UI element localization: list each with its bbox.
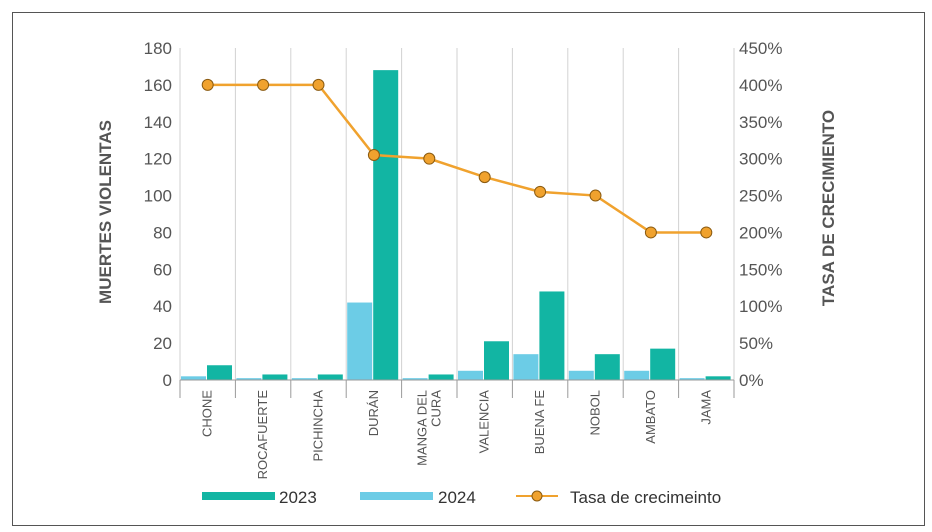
growth-point-jama (700, 226, 713, 239)
left-tick-label: 0 (163, 371, 172, 390)
bar-2024-manga-del-cura (402, 378, 428, 380)
growth-point-rocafuerte (257, 78, 270, 91)
bar-2024-pichincha (291, 378, 317, 380)
category-label-manga-del-cura: MANGA DEL (414, 390, 429, 466)
axes (179, 379, 735, 398)
bar-2023-dur-n (373, 70, 399, 380)
bar-2023-chone (207, 365, 232, 380)
series-growth-line (201, 78, 713, 239)
legend-marker-growth (531, 490, 543, 502)
category-label-valencia: VALENCIA (477, 390, 492, 454)
category-label-pichincha: PICHINCHA (311, 390, 326, 462)
left-tick-label: 100 (144, 187, 172, 206)
right-tick-label: 300% (739, 150, 782, 169)
bar-2024-nobol (568, 370, 594, 380)
right-axis-title: TASA DE CRECIMIENTO (819, 110, 838, 306)
bar-2024-dur-n (347, 302, 373, 380)
growth-line (207, 83, 707, 234)
bar-2023-nobol (594, 354, 620, 380)
bar-2024-valencia (458, 370, 483, 380)
category-label-rocafuerte: ROCAFUERTE (255, 390, 270, 480)
bar-2023-rocafuerte (262, 374, 288, 380)
growth-point-ambato (644, 226, 657, 239)
category-labels: CHONE ROCAFUERTE PICHINCHA DURÁN MANGA DEL CU… (200, 390, 714, 480)
series-2024-bars (181, 302, 705, 380)
right-tick-label: 50% (739, 334, 773, 353)
right-tick-label: 150% (739, 260, 782, 279)
legend-swatch-2023 (202, 492, 275, 500)
bar-2024-jama (679, 378, 705, 380)
bar-2023-valencia (484, 341, 509, 380)
growth-point-chone (201, 78, 214, 91)
category-label-nobol: NOBOL (588, 390, 603, 436)
growth-point-valencia (478, 171, 491, 184)
growth-point-buena-fe (534, 185, 547, 198)
left-axis-ticks: 0 20 40 60 80 100 120 140 160 180 (144, 39, 172, 390)
right-tick-label: 350% (739, 113, 782, 132)
right-tick-label: 200% (739, 223, 782, 242)
legend: 2023 2024 Tasa de crecimeinto (202, 488, 721, 507)
grid-lines (179, 48, 735, 380)
right-tick-label: 450% (739, 39, 782, 58)
left-tick-label: 60 (153, 260, 172, 279)
bar-2023-ambato (650, 348, 676, 380)
category-label-manga-del-cura: CURA (428, 390, 443, 427)
legend-swatch-2024 (360, 492, 433, 500)
bar-2024-buena-fe (513, 354, 539, 380)
left-tick-label: 140 (144, 113, 172, 132)
bar-2023-buena-fe (539, 291, 565, 380)
right-tick-label: 100% (739, 297, 782, 316)
right-tick-label: 0% (739, 371, 764, 390)
left-tick-label: 180 (144, 39, 172, 58)
right-tick-label: 250% (739, 187, 782, 206)
legend-label-growth: Tasa de crecimeinto (570, 488, 721, 507)
growth-point-pichincha (312, 78, 325, 91)
left-tick-label: 160 (144, 76, 172, 95)
category-label-ambato: AMBATO (643, 390, 658, 444)
category-label-jama: JAMA (698, 390, 713, 425)
bar-2024-ambato (624, 370, 650, 380)
legend-label-2024: 2024 (438, 488, 476, 507)
category-label-buena-fe: BUENA FE (532, 390, 547, 455)
category-label-dur-n: DURÁN (366, 390, 381, 436)
bar-2023-pichincha (317, 374, 343, 380)
bar-2024-rocafuerte (236, 378, 262, 380)
left-tick-label: 120 (144, 150, 172, 169)
bar-2023-manga-del-cura (428, 374, 454, 380)
growth-point-manga-del-cura (423, 152, 436, 165)
growth-point-nobol (589, 189, 602, 202)
category-label-chone: CHONE (200, 390, 215, 437)
bar-2024-chone (181, 376, 206, 380)
legend-label-2023: 2023 (279, 488, 317, 507)
left-tick-label: 20 (153, 334, 172, 353)
right-tick-label: 400% (739, 76, 782, 95)
series-2023-bars (207, 70, 731, 380)
growth-point-dur-n (367, 148, 380, 161)
left-axis-title: MUERTES VIOLENTAS (96, 120, 115, 304)
chart-frame (12, 12, 925, 526)
right-axis-ticks: 0% 50% 100% 150% 200% 250% 300% 350% 400% 450% (739, 39, 782, 390)
bar-2023-jama (705, 376, 731, 380)
left-tick-label: 40 (153, 297, 172, 316)
left-tick-label: 80 (153, 223, 172, 242)
